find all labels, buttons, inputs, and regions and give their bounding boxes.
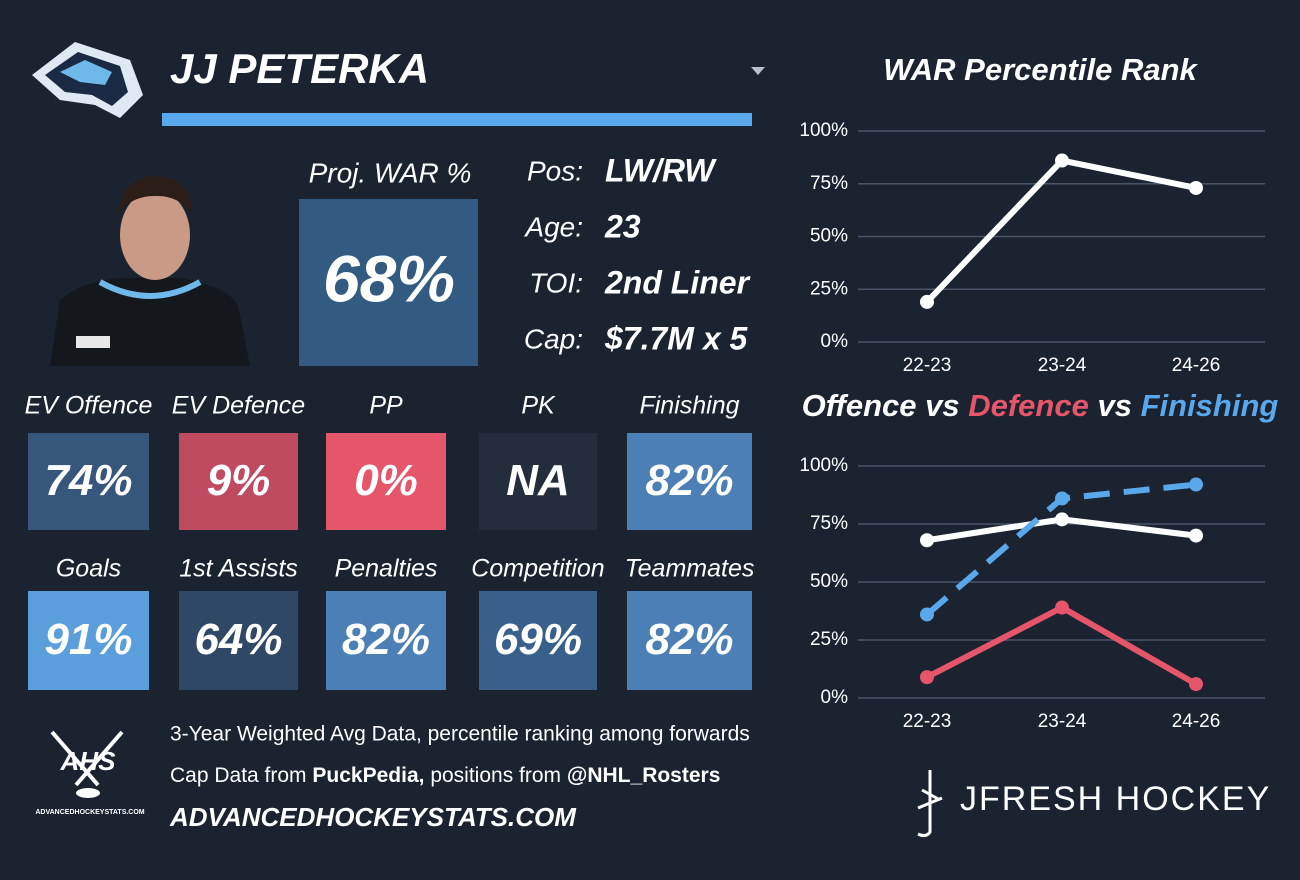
tile-value: 91% [44, 615, 132, 664]
tile-value: 69% [494, 615, 582, 664]
source-text: positions from [430, 764, 561, 787]
x-tick-label: 23-24 [1038, 355, 1087, 376]
brand-name: JFRESH HOCKEY [960, 780, 1271, 818]
ahs-caption: ADVANCEDHOCKEYSTATS.COM [35, 809, 144, 816]
tile-value: 82% [645, 615, 733, 664]
tile [28, 433, 149, 530]
legend-entry: Finishing [1141, 388, 1279, 423]
data-point [1189, 528, 1203, 543]
y-tick-label: 0% [821, 687, 849, 708]
tile-value: NA [506, 456, 570, 505]
tile [479, 591, 597, 690]
title-separator: vs [925, 388, 959, 423]
tile-value: 64% [194, 615, 282, 664]
data-point [1189, 477, 1203, 492]
tile-label: Goals [56, 555, 121, 583]
source-link[interactable]: @NHL_Rosters [567, 764, 721, 787]
projection-box [299, 199, 478, 366]
team-logo [32, 42, 143, 118]
tile-label: PP [369, 392, 403, 420]
y-tick-label: 75% [810, 513, 848, 534]
y-tick-label: 25% [810, 629, 848, 650]
title-separator: vs [1097, 388, 1131, 423]
tile-label: EV Offence [25, 392, 153, 420]
data-point [920, 533, 934, 548]
data-point [920, 607, 934, 622]
data-point [920, 670, 934, 685]
data-point [1189, 180, 1203, 195]
chart-title: WAR Percentile Rank [883, 52, 1198, 87]
tile [179, 433, 298, 530]
player-name: JJ PETERKA [170, 45, 429, 92]
tile [326, 591, 446, 690]
data-point [1055, 512, 1069, 527]
legend-entry: Defence [968, 388, 1089, 423]
y-tick-label: 0% [821, 331, 849, 352]
tile-value: 0% [354, 456, 418, 505]
x-tick-label: 24-26 [1172, 711, 1221, 732]
projection-value: 68% [323, 241, 455, 315]
jfresh-logo [917, 770, 943, 838]
tile [479, 433, 597, 530]
data-point [1189, 677, 1203, 692]
tile-label: Teammates [625, 555, 755, 583]
source-link[interactable]: PuckPedia, [312, 764, 424, 787]
data-point [1055, 600, 1069, 615]
bio-label: Pos: [527, 155, 583, 186]
bio-label: TOI: [529, 267, 583, 298]
tile-label: PK [521, 392, 556, 420]
tile-label: Competition [471, 555, 604, 583]
bio-label: Cap: [524, 323, 583, 354]
ahs-logo [50, 730, 124, 798]
tile-value: 9% [207, 456, 271, 505]
tile-value: 82% [645, 456, 733, 505]
bio-value: 2nd Liner [604, 264, 751, 300]
chart-title: Offence vs Defence vs Finishing [802, 388, 1279, 423]
tile [627, 433, 752, 530]
tile-value: 82% [342, 615, 430, 664]
x-tick-label: 22-23 [903, 355, 952, 376]
tile [326, 433, 446, 530]
projection-label: Proj. WAR % [309, 157, 472, 188]
bio-label: Age: [523, 211, 583, 242]
tile-label: Penalties [335, 555, 438, 583]
tile [627, 591, 752, 690]
footer-website[interactable]: ADVANCEDHOCKEYSTATS.COM [169, 802, 577, 832]
dropdown-arrow[interactable] [751, 67, 765, 75]
data-point [920, 294, 934, 309]
y-tick-label: 50% [810, 571, 848, 592]
x-tick-label: 23-24 [1038, 711, 1087, 732]
y-tick-label: 100% [799, 120, 848, 141]
data-point [1055, 491, 1069, 506]
y-tick-label: 100% [799, 455, 848, 476]
bio-value: $7.7M x 5 [604, 320, 749, 356]
source-text: Cap Data from [170, 764, 307, 787]
y-tick-label: 75% [810, 173, 848, 194]
data-point [1055, 153, 1069, 168]
footer-sources: Cap Data from PuckPedia, positions from … [170, 764, 720, 787]
x-tick-label: 22-23 [903, 711, 952, 732]
tile [179, 591, 298, 690]
y-tick-label: 25% [810, 278, 848, 299]
tile-value: 74% [44, 456, 132, 505]
tile-label: 1st Assists [179, 555, 298, 583]
tile-label: EV Defence [172, 392, 305, 420]
footer-note: 3-Year Weighted Avg Data, percentile ran… [170, 723, 750, 746]
y-tick-label: 50% [810, 226, 848, 247]
legend-entry: Offence [802, 388, 917, 423]
player-photo [50, 176, 250, 366]
bio-value: LW/RW [605, 152, 717, 188]
tile [28, 591, 149, 690]
x-tick-label: 24-26 [1172, 355, 1221, 376]
bio-value: 23 [604, 208, 641, 244]
name-underline [162, 113, 752, 126]
tile-label: Finishing [639, 392, 739, 420]
ahs-logo-text: AHS [60, 746, 117, 776]
